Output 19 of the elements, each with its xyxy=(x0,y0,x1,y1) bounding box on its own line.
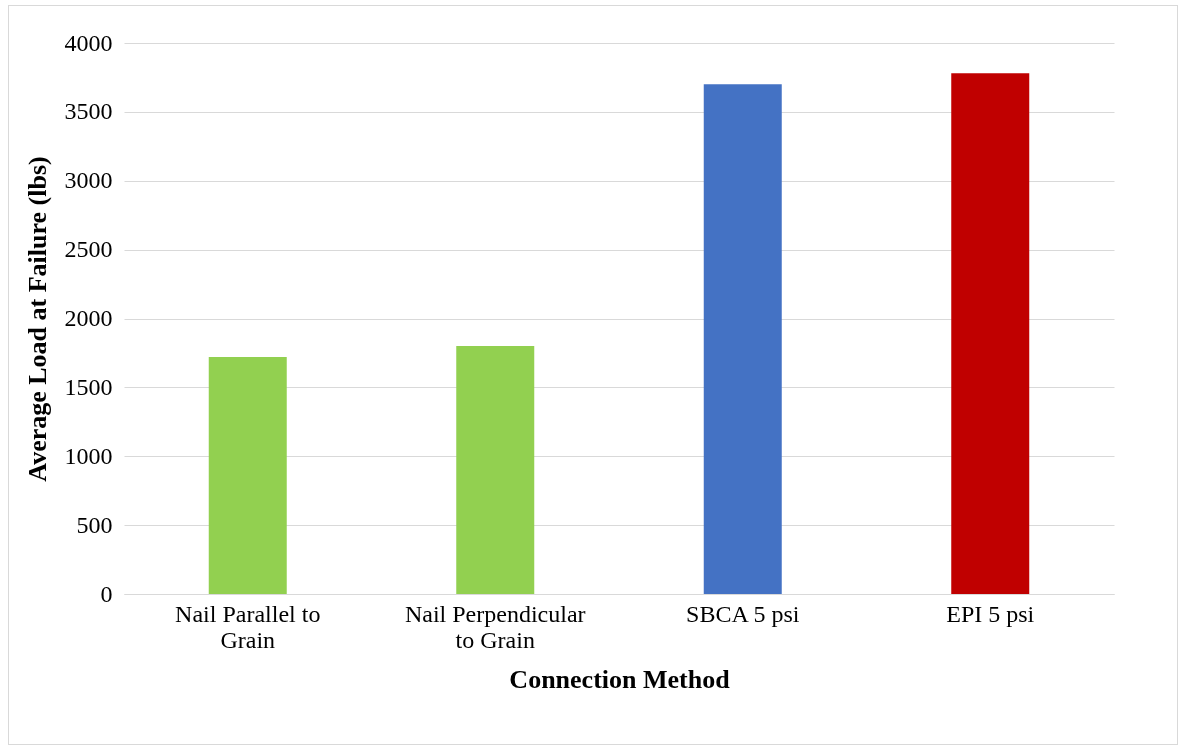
y-tick-label: 0 xyxy=(100,580,113,607)
y-tick-label: 2000 xyxy=(64,305,113,331)
y-tick-label: 3500 xyxy=(64,98,113,125)
y-tick-label: 3000 xyxy=(64,167,113,194)
x-tick-label: SBCA 5 psi xyxy=(686,600,800,627)
bar xyxy=(703,84,782,594)
bar xyxy=(456,346,535,594)
y-tick-label: 2500 xyxy=(64,236,113,263)
y-axis-title: Average Load at Failure (lbs) xyxy=(22,156,52,482)
y-tick-label: 4000 xyxy=(64,29,113,56)
y-tick-label: 500 xyxy=(76,511,113,538)
bar xyxy=(951,73,1030,594)
bar xyxy=(208,357,287,594)
y-tick-label: 1000 xyxy=(64,442,113,469)
x-tick-label: Nail Perpendicular to Grain xyxy=(404,600,586,653)
x-tick-label: Nail Parallel to Grain xyxy=(175,600,321,653)
x-tick-label: EPI 5 psi xyxy=(946,600,1035,627)
x-axis-title: Connection Method xyxy=(509,664,731,694)
y-tick-label: 1500 xyxy=(64,373,113,400)
